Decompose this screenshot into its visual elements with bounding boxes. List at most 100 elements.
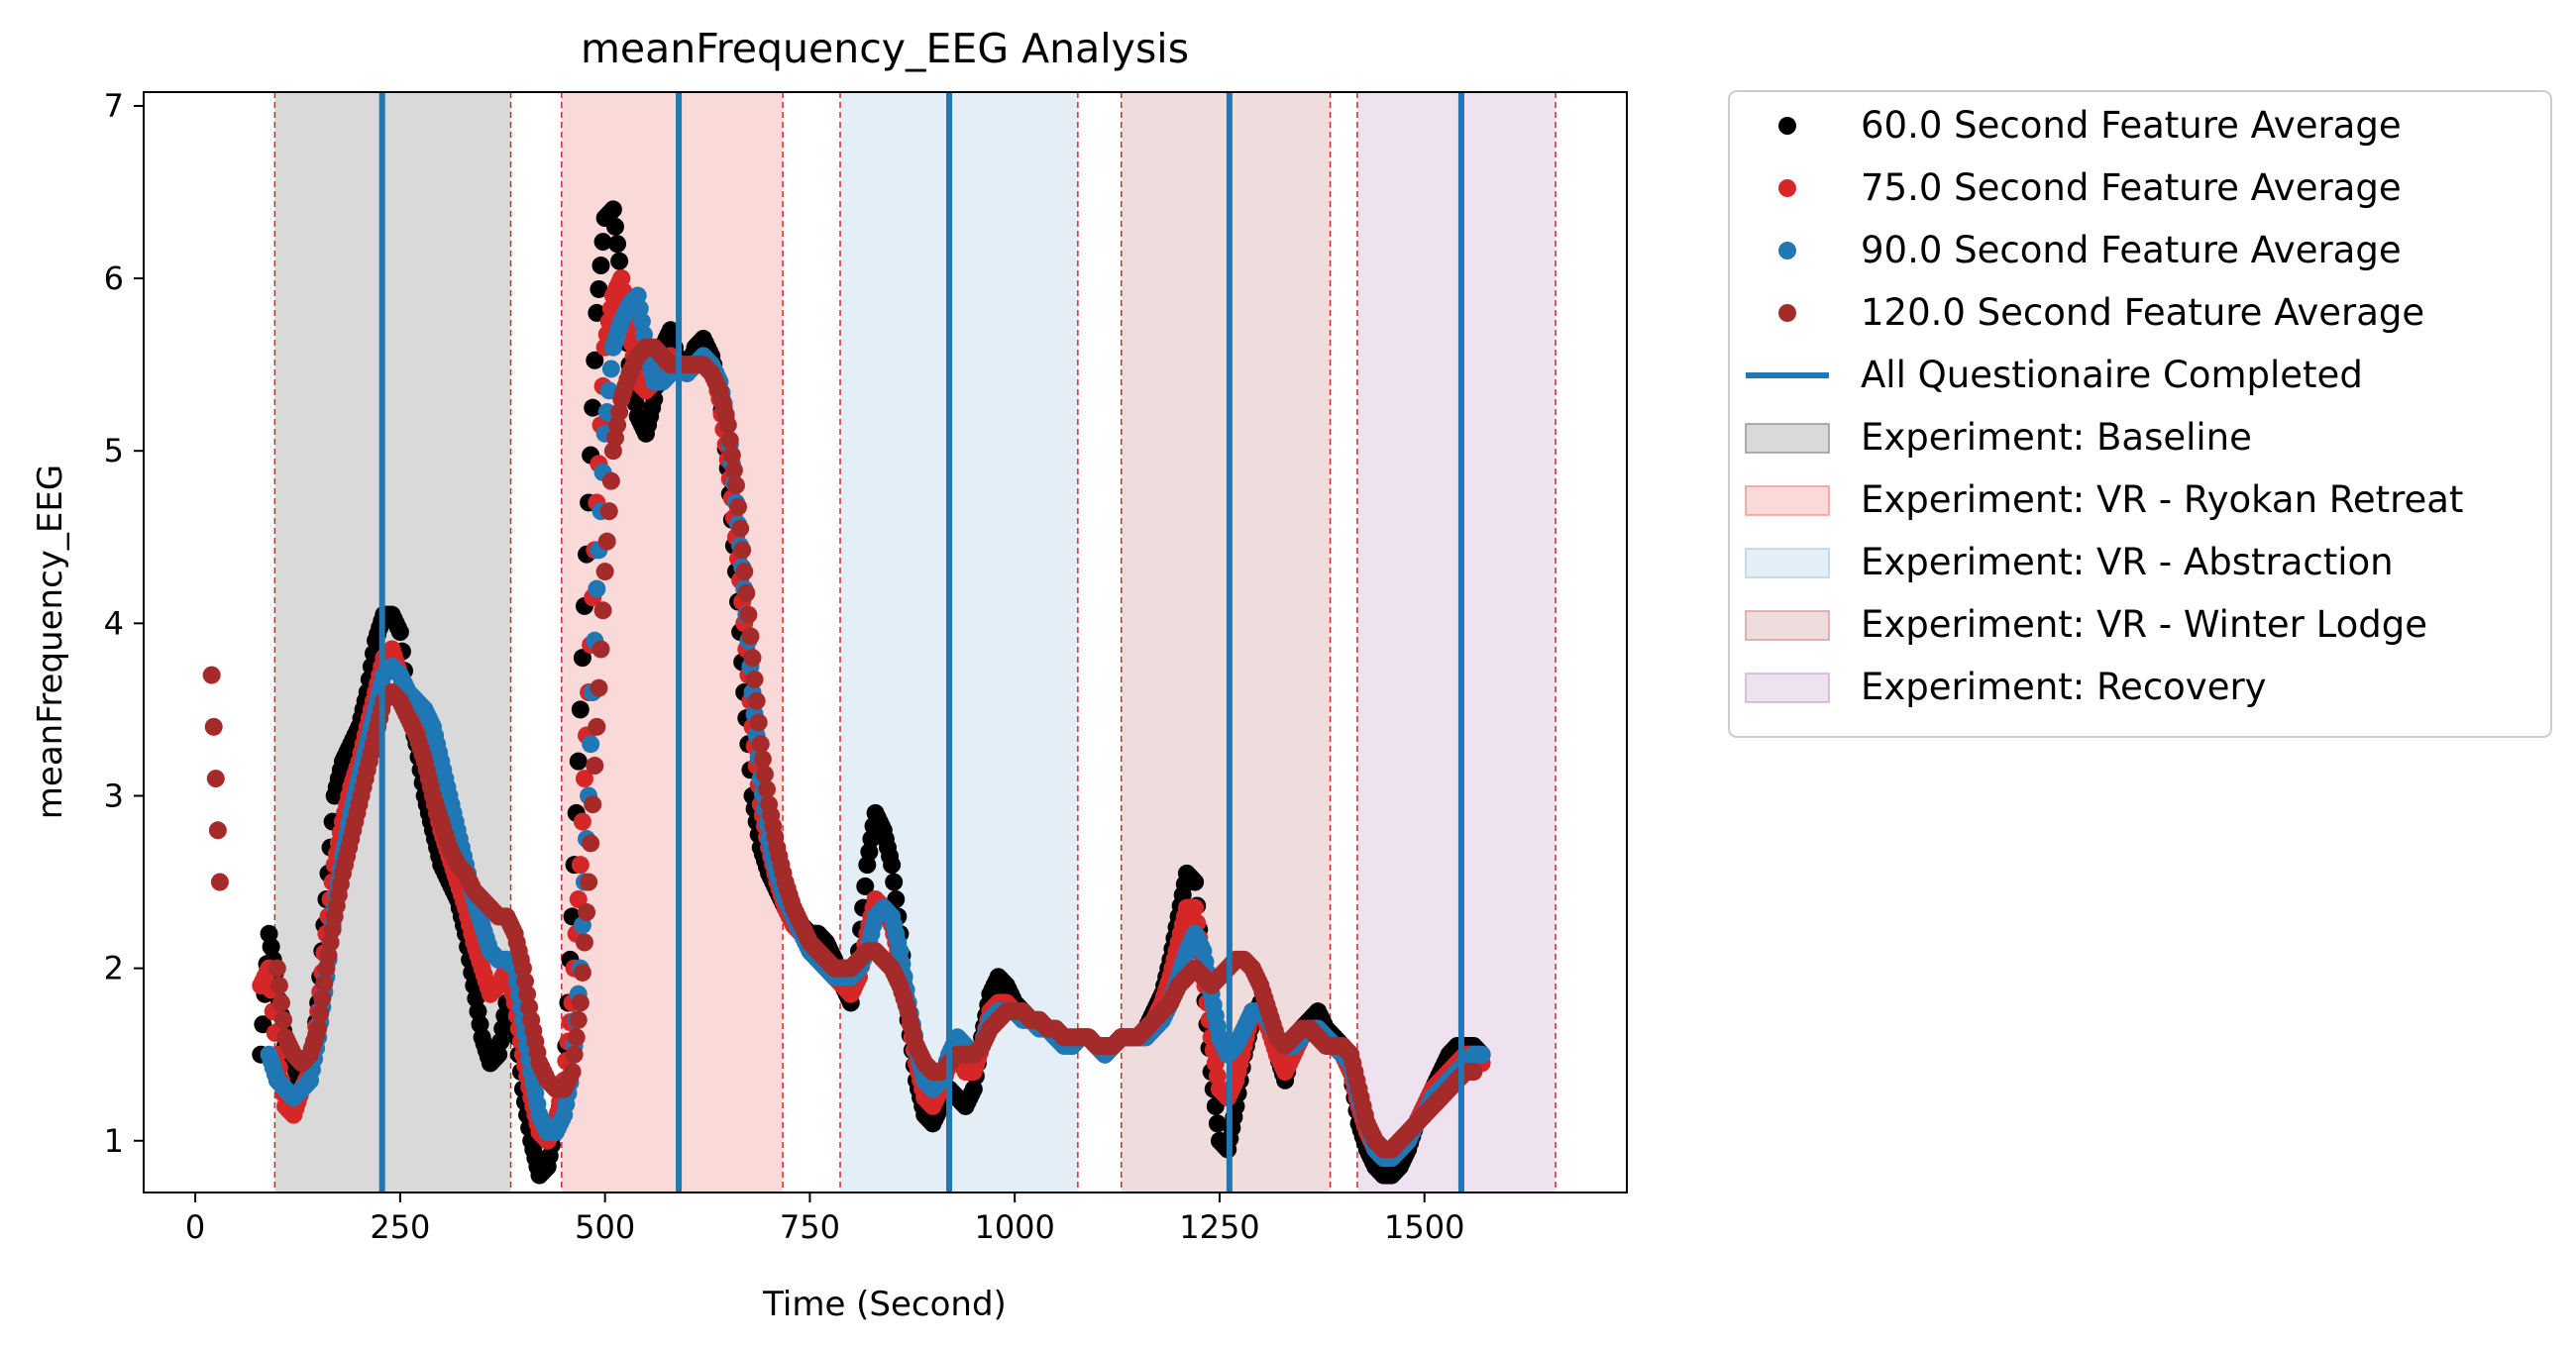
series-4-point (739, 605, 758, 624)
series-4-point (724, 461, 743, 479)
y-tick-label: 3 (104, 777, 124, 814)
series-4-point (745, 670, 764, 688)
series-4-point (593, 601, 612, 620)
series-4-point (753, 750, 772, 769)
y-tick-label: 4 (104, 604, 124, 642)
series-4-point (595, 563, 614, 581)
series-1-point (571, 700, 590, 719)
series-2-point (573, 812, 591, 831)
series-1-point (593, 233, 612, 252)
series-4 (202, 338, 1483, 1159)
x-tick-label: 250 (370, 1208, 430, 1246)
series-2-point (1186, 898, 1205, 917)
legend-label: 90.0 Second Feature Average (1861, 229, 2402, 271)
series-4-point (575, 933, 593, 952)
series-3-point (582, 735, 600, 754)
series-1-point (590, 279, 608, 298)
x-tick-label: 0 (185, 1208, 205, 1246)
y-tick-label: 6 (104, 259, 124, 297)
series-4-point (590, 678, 608, 697)
series-3-point (597, 403, 616, 422)
series-4-point (718, 416, 737, 435)
series-4-point (206, 770, 225, 788)
series-4-point (741, 627, 760, 646)
series-1-point (1208, 1114, 1227, 1133)
series-4-point (311, 1004, 330, 1023)
series-4-point (271, 993, 290, 1012)
legend-marker (1778, 179, 1796, 197)
series-1-point (1186, 873, 1205, 891)
series-1-point (569, 752, 588, 771)
legend-label: 75.0 Second Feature Average (1861, 166, 2402, 209)
x-tick-label: 1500 (1384, 1208, 1464, 1246)
series-1-point (883, 856, 902, 875)
series-4-point (749, 713, 768, 732)
legend: 60.0 Second Feature Average 75.0 Second F… (1728, 90, 2552, 738)
series-4-point (601, 471, 620, 490)
legend-patch (1745, 610, 1830, 641)
series-4-point (599, 502, 618, 521)
series-1-point (603, 200, 622, 219)
series-4-point (751, 735, 770, 754)
legend-label: Experiment: Recovery (1861, 666, 2267, 708)
series-4-point (573, 963, 591, 982)
series-1-point (390, 623, 409, 642)
series-4-point (565, 1045, 584, 1064)
y-tick-label: 2 (104, 950, 124, 987)
series-4-point (204, 717, 223, 736)
series-1-point (584, 398, 602, 417)
plot-frame (143, 91, 1628, 1193)
series-4-point (567, 1028, 586, 1047)
x-tick-label: 500 (575, 1208, 635, 1246)
series-1-point (856, 877, 875, 895)
y-tick-label: 7 (104, 87, 124, 125)
legend-label: Experiment: Baseline (1861, 416, 2252, 459)
legend-label: Experiment: VR - Winter Lodge (1861, 603, 2427, 646)
series-4-point (743, 649, 762, 668)
series-4-point (1464, 1063, 1483, 1082)
legend-patch (1745, 485, 1830, 516)
series-4-point (733, 541, 752, 560)
legend-label: All Questionaire Completed (1861, 354, 2363, 396)
legend-marker (1778, 304, 1796, 322)
series-4-point (737, 583, 756, 602)
y-axis-label: meanFrequency_EEG (31, 465, 70, 819)
series-1-point (608, 235, 627, 254)
series-4-point (268, 959, 286, 978)
legend-label: Experiment: VR - Abstraction (1861, 541, 2394, 583)
series-4-point (569, 1010, 588, 1029)
series-4-point (580, 873, 598, 891)
series-4-point (755, 765, 774, 783)
series-4-point (757, 779, 776, 798)
series-4-point (208, 821, 227, 840)
series-4-point (309, 1019, 328, 1038)
series-4-point (729, 497, 748, 516)
series-4-point (747, 691, 766, 710)
legend-marker (1778, 117, 1796, 135)
series-4-point (597, 532, 616, 551)
series-4-point (274, 1010, 293, 1029)
legend-marker (1778, 242, 1796, 259)
series-4-point (210, 873, 229, 891)
series-4-point (202, 666, 221, 684)
legend-label: 60.0 Second Feature Average (1861, 104, 2402, 147)
series-4-point (731, 519, 750, 538)
phase-band-3 (840, 92, 1078, 1192)
series-4-point (313, 989, 332, 1008)
y-tick-label: 1 (104, 1122, 124, 1160)
series-4-point (269, 977, 288, 995)
series-1-point (885, 873, 904, 891)
series-3-point (1472, 1045, 1491, 1064)
series-1-point (610, 252, 629, 270)
x-tick-label: 1250 (1179, 1208, 1259, 1246)
series-4-point (563, 1063, 582, 1082)
legend-frame (1728, 90, 2552, 738)
series-4-point (584, 795, 602, 814)
legend-patch (1745, 673, 1830, 703)
x-tick-label: 1000 (974, 1208, 1054, 1246)
series-1-point (591, 257, 610, 275)
y-tick-label: 5 (104, 432, 124, 469)
series-1-point (586, 351, 604, 369)
series-4-point (726, 476, 745, 495)
